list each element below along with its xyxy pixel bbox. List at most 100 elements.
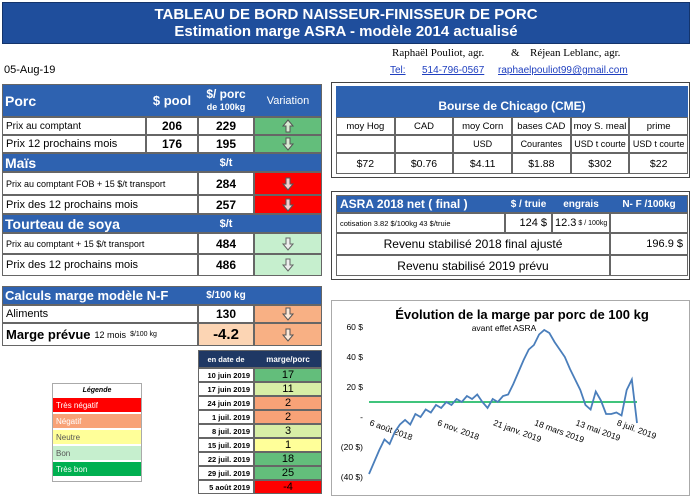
legend-item: Négatif — [53, 414, 141, 428]
header-row — [2, 286, 322, 305]
cell: 176 — [146, 135, 198, 153]
data-line — [368, 328, 638, 475]
variation — [254, 117, 322, 135]
value-cell: $4.11 — [453, 153, 512, 174]
cell: 284 — [198, 172, 254, 195]
variation — [254, 195, 322, 214]
header-row — [2, 153, 322, 172]
row-label: Revenu stabilisé 2019 prévu — [336, 255, 610, 276]
section-title: Maïs — [5, 154, 37, 171]
value-cell: $72 — [336, 153, 395, 174]
section-title: Porc — [5, 92, 37, 109]
chart-subtitle: avant effet ASRA — [472, 323, 537, 333]
section-title: Calculs marge modèle N-F — [5, 288, 169, 303]
col-header: $ / truie — [510, 198, 547, 210]
variation — [254, 254, 322, 276]
margin-cell: 17 — [254, 368, 322, 382]
col-header: $/t — [219, 156, 233, 169]
col-header: N- F /100kg — [622, 198, 676, 210]
row-label: Prix au comptant — [2, 117, 146, 135]
date-cell: 22 juil. 2019 — [198, 452, 254, 466]
margin-cell: 11 — [254, 382, 322, 396]
cell: 196.9 $ — [610, 233, 688, 255]
section-title: Tourteau de soya — [5, 215, 120, 232]
date-cell: 15 juil. 2019 — [198, 438, 254, 452]
y-tick-label: - — [360, 412, 363, 422]
phone: 514-796-0567 — [422, 65, 485, 76]
legend-item: Bon — [53, 446, 141, 460]
y-tick-label: (40 $) — [341, 472, 363, 482]
title: TABLEAU DE BORD NAISSEUR-FINISSEUR DE PO… — [154, 6, 538, 23]
author: Réjean Leblanc, agr. — [530, 47, 621, 59]
arrow-down — [282, 328, 294, 342]
header-row — [198, 350, 322, 368]
unit-cell: USD t courte — [570, 135, 630, 153]
arrow-up — [282, 119, 294, 133]
margin-cell: 1 — [254, 438, 322, 452]
row-label: Prix au comptant FOB + 15 $/t transport — [2, 172, 198, 195]
unit-cell — [394, 135, 454, 153]
chart-title: Évolution de la marge par porc de 100 kg — [395, 307, 649, 322]
y-tick-label: 40 $ — [346, 352, 363, 362]
value-cell: $0.76 — [394, 153, 454, 174]
x-tick-label: 6 nov. 2018 — [436, 417, 481, 441]
arrow-down — [282, 258, 294, 272]
value-cell: $22 — [629, 153, 688, 174]
legend-item: Très négatif — [53, 398, 141, 412]
label: Marge prévue — [6, 327, 91, 342]
variation — [254, 305, 322, 323]
margin-cell: 2 — [254, 396, 322, 410]
date-cell: 5 août 2019 — [198, 480, 254, 494]
cell — [610, 213, 688, 233]
unit-cell: USD — [453, 135, 512, 153]
variation — [254, 233, 322, 254]
y-tick-label: 20 $ — [346, 382, 363, 392]
col-header: CAD — [394, 117, 454, 135]
author: Raphaël Pouliot, agr. — [392, 47, 485, 59]
panel-title: ASRA 2018 net ( final ) — [340, 197, 468, 211]
unit-cell: USD t courte — [629, 135, 688, 153]
row-label: Prix au comptant + 15 $/t transport — [2, 233, 198, 254]
variation — [254, 323, 322, 346]
row-label: Prix 12 prochains mois — [2, 135, 146, 153]
header-row — [2, 84, 322, 117]
arrow-down — [282, 198, 294, 212]
col-header: engrais — [563, 198, 599, 210]
panel — [331, 82, 690, 178]
legend-item: Neutre — [53, 430, 141, 444]
value: 12.3 — [555, 217, 577, 229]
col-header: prime — [629, 117, 688, 135]
cell: 257 — [198, 195, 254, 214]
label-note: 12 mois — [94, 329, 127, 340]
variation — [254, 135, 322, 153]
row-label: Prix des 12 prochains mois — [2, 254, 198, 276]
row-label: Revenu stabilisé 2018 final ajusté — [336, 233, 610, 255]
row-label: cotisation 3.82 $/100kg 43 $/truie — [336, 213, 505, 233]
label-unit: $/100 kg — [130, 331, 157, 338]
arrow-down — [282, 137, 294, 151]
arrow-down — [282, 177, 294, 191]
col-header: moy S. meal — [570, 117, 630, 135]
margin-cell: 18 — [254, 452, 322, 466]
date-cell: 1 juil. 2019 — [198, 410, 254, 424]
cell: 130 — [198, 305, 254, 323]
margin-cell: 3 — [254, 424, 322, 438]
col-header: bases CAD — [512, 117, 571, 135]
margin-cell: 25 — [254, 466, 322, 480]
legend-item: Très bon — [53, 462, 141, 476]
date-cell: 29 juil. 2019 — [198, 466, 254, 480]
email[interactable]: raphaelpouliot99@gmail.com — [498, 65, 628, 76]
col-header: Variation — [266, 94, 310, 107]
col-header: $ pool — [152, 93, 192, 108]
panel-title: Bourse de Chicago (CME) — [336, 86, 688, 117]
arrow-down — [282, 307, 294, 321]
col-header-line: de 100kg — [206, 101, 246, 112]
row-label: Aliments — [2, 305, 198, 323]
value-cell: $302 — [570, 153, 630, 174]
chart: Évolution de la marge par porc de 100 kg… — [331, 300, 690, 496]
row-label: Prix des 12 prochains mois — [2, 195, 198, 214]
cell: -4.2 — [198, 323, 254, 346]
col-header-line: $/ porc — [206, 86, 246, 101]
value-cell: $1.88 — [512, 153, 571, 174]
